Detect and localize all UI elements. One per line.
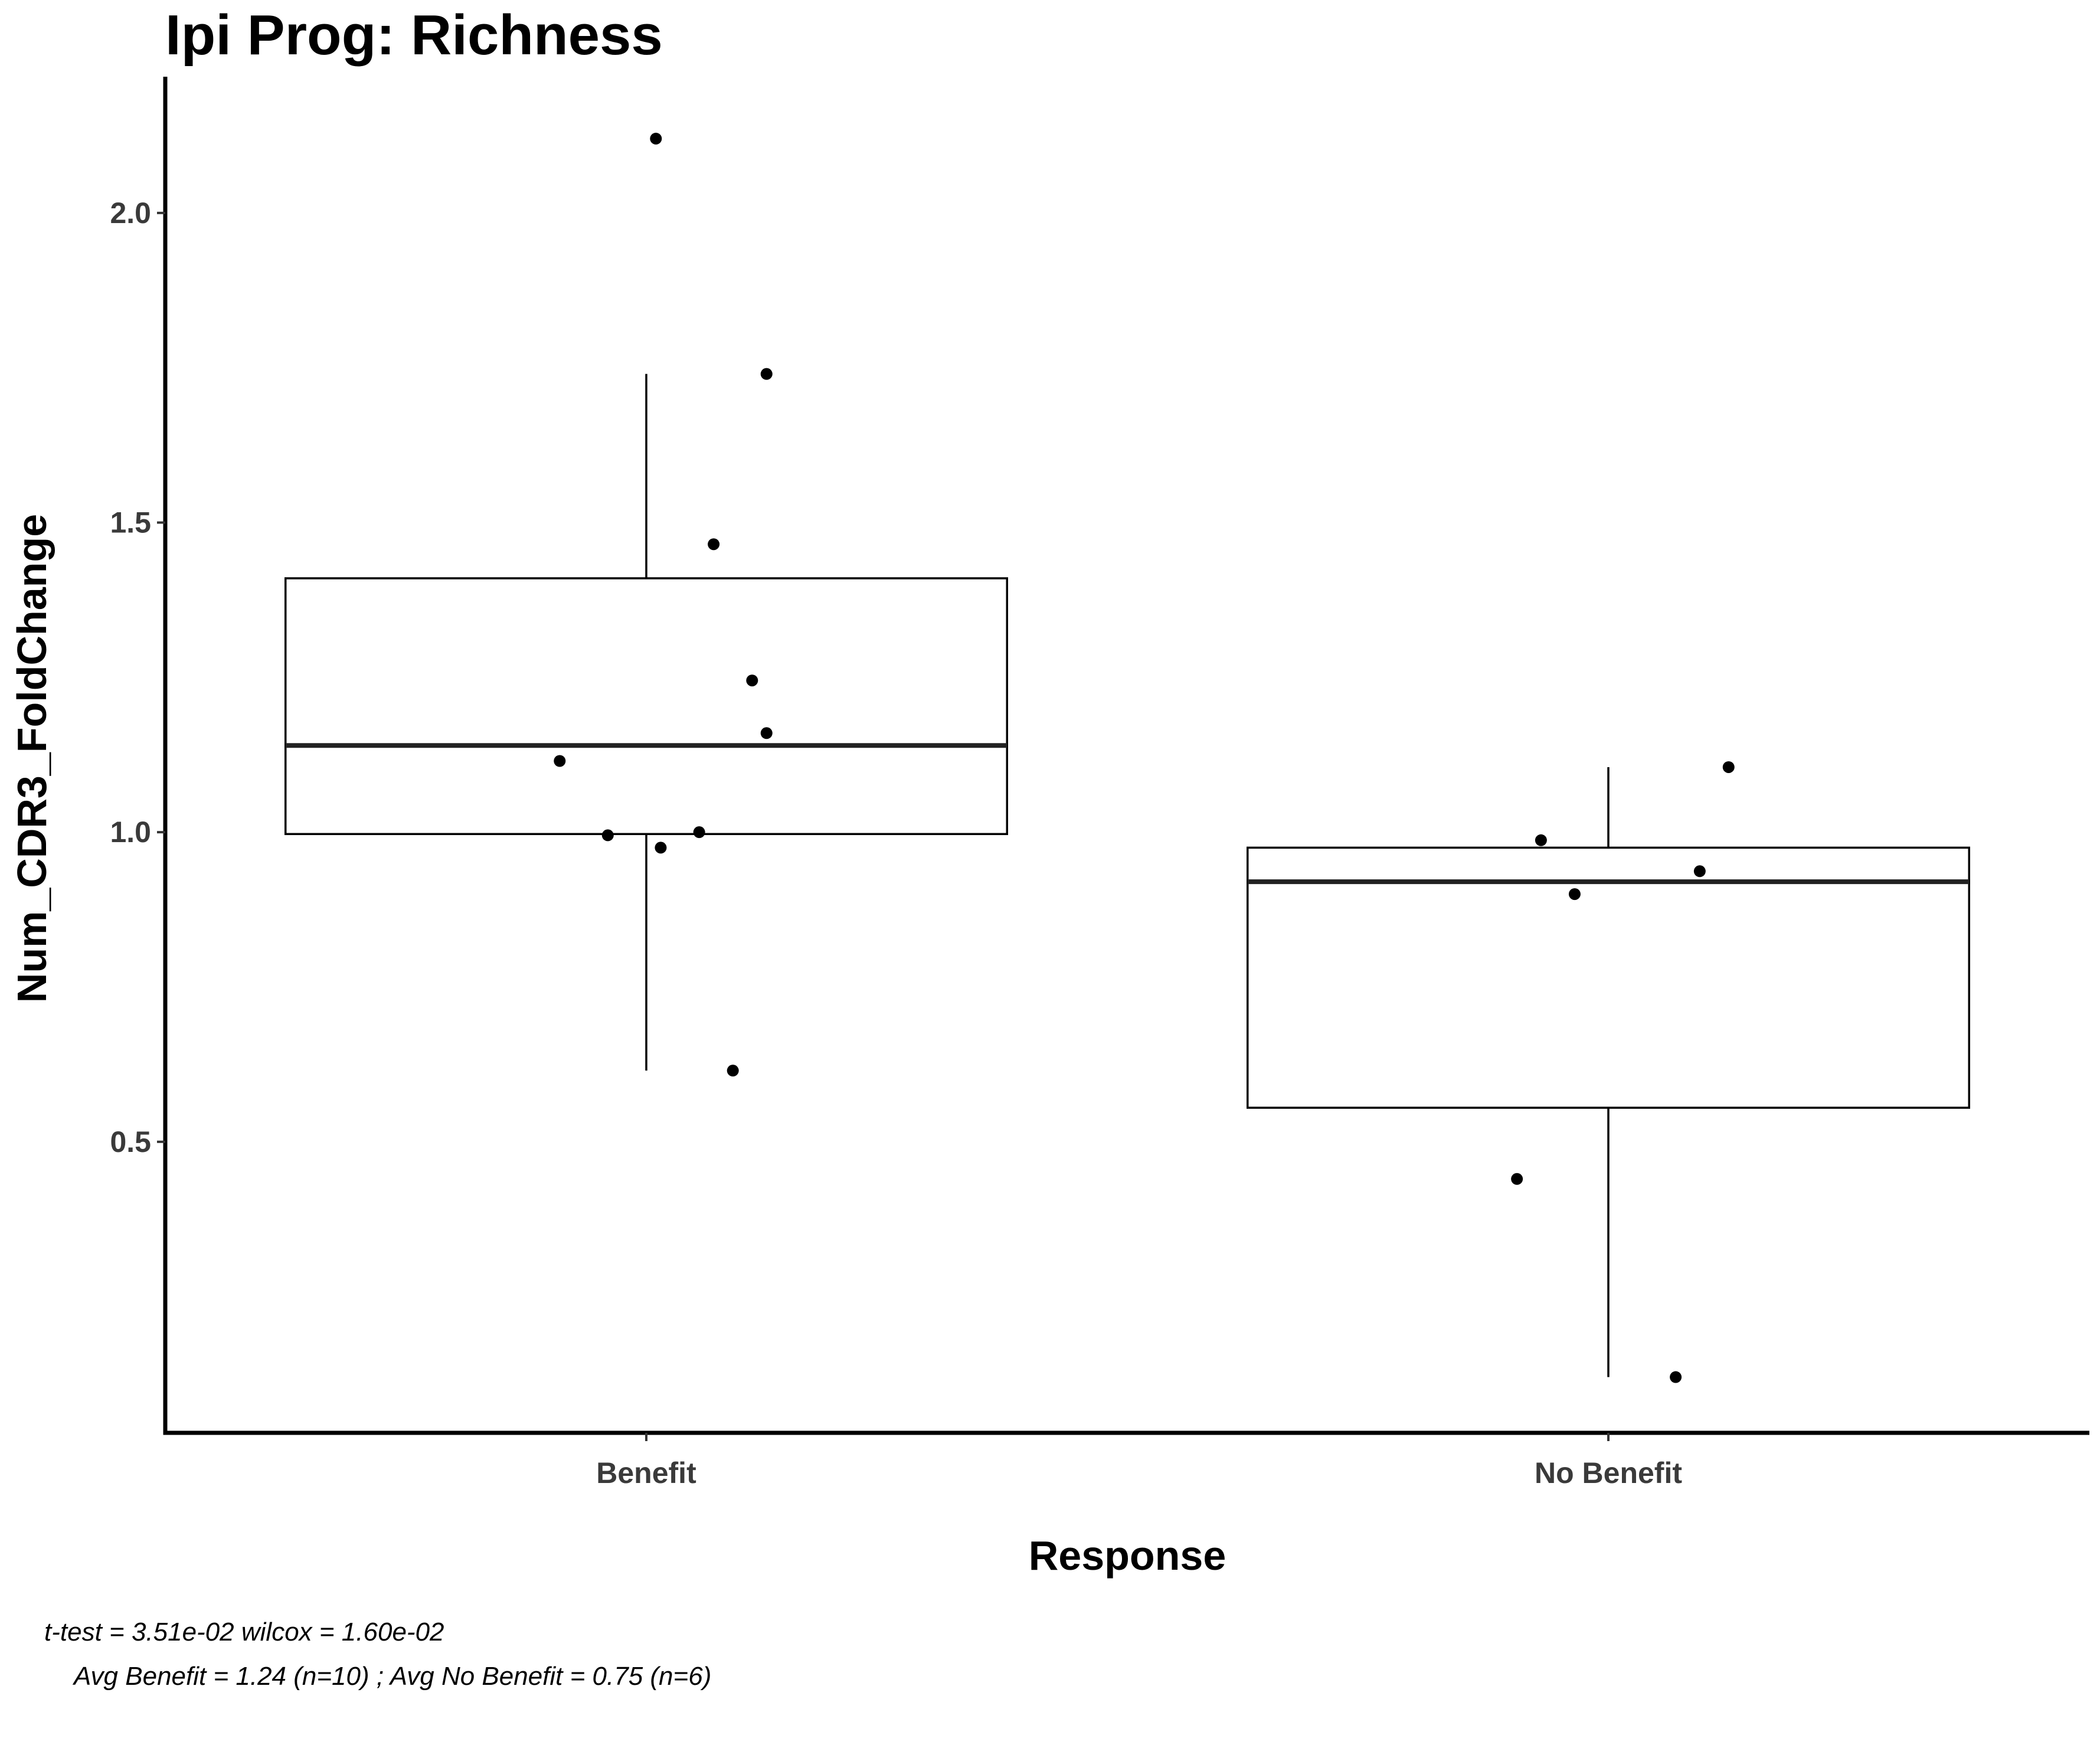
data-point: [727, 1065, 739, 1077]
data-point: [1722, 761, 1735, 773]
data-point: [601, 829, 614, 842]
box-group: [1247, 761, 1970, 1383]
data-point: [693, 826, 705, 839]
stats-caption-line-1: t-test = 3.51e-02 wilcox = 1.60e-02: [44, 1618, 444, 1646]
data-point: [760, 727, 773, 739]
data-point: [1568, 888, 1581, 901]
box-group: [284, 132, 1008, 1077]
data-point: [708, 538, 720, 551]
y-tick-label: 1.5: [110, 506, 151, 539]
data-point: [650, 132, 662, 145]
data-point: [1535, 834, 1547, 846]
x-axis-title: Response: [1029, 1533, 1226, 1579]
plot-area: [284, 132, 1970, 1383]
y-axis-title: Num_CDR3_FoldChange: [9, 514, 55, 1003]
y-tick-label: 2.0: [110, 197, 151, 230]
x-tick-label: No Benefit: [1535, 1456, 1682, 1489]
axes: [163, 77, 2089, 1435]
chart-title: Ipi Prog: Richness: [165, 4, 663, 67]
data-point: [1693, 865, 1706, 878]
y-tick-label: 0.5: [110, 1125, 151, 1158]
stats-caption-line-2: Avg Benefit = 1.24 (n=10) ; Avg No Benef…: [72, 1662, 711, 1691]
data-point: [760, 368, 773, 380]
x-tick-label: Benefit: [596, 1456, 696, 1489]
data-point: [655, 842, 667, 854]
x-ticks: Benefit No Benefit: [596, 1433, 1682, 1489]
box: [1247, 846, 1970, 1109]
data-point: [1511, 1173, 1523, 1185]
y-ticks: 0.5 1.0 1.5 2.0: [110, 197, 165, 1158]
box: [284, 577, 1008, 836]
y-tick-label: 1.0: [110, 816, 151, 849]
data-point: [554, 755, 566, 767]
data-point: [1670, 1371, 1682, 1383]
data-point: [746, 675, 758, 687]
